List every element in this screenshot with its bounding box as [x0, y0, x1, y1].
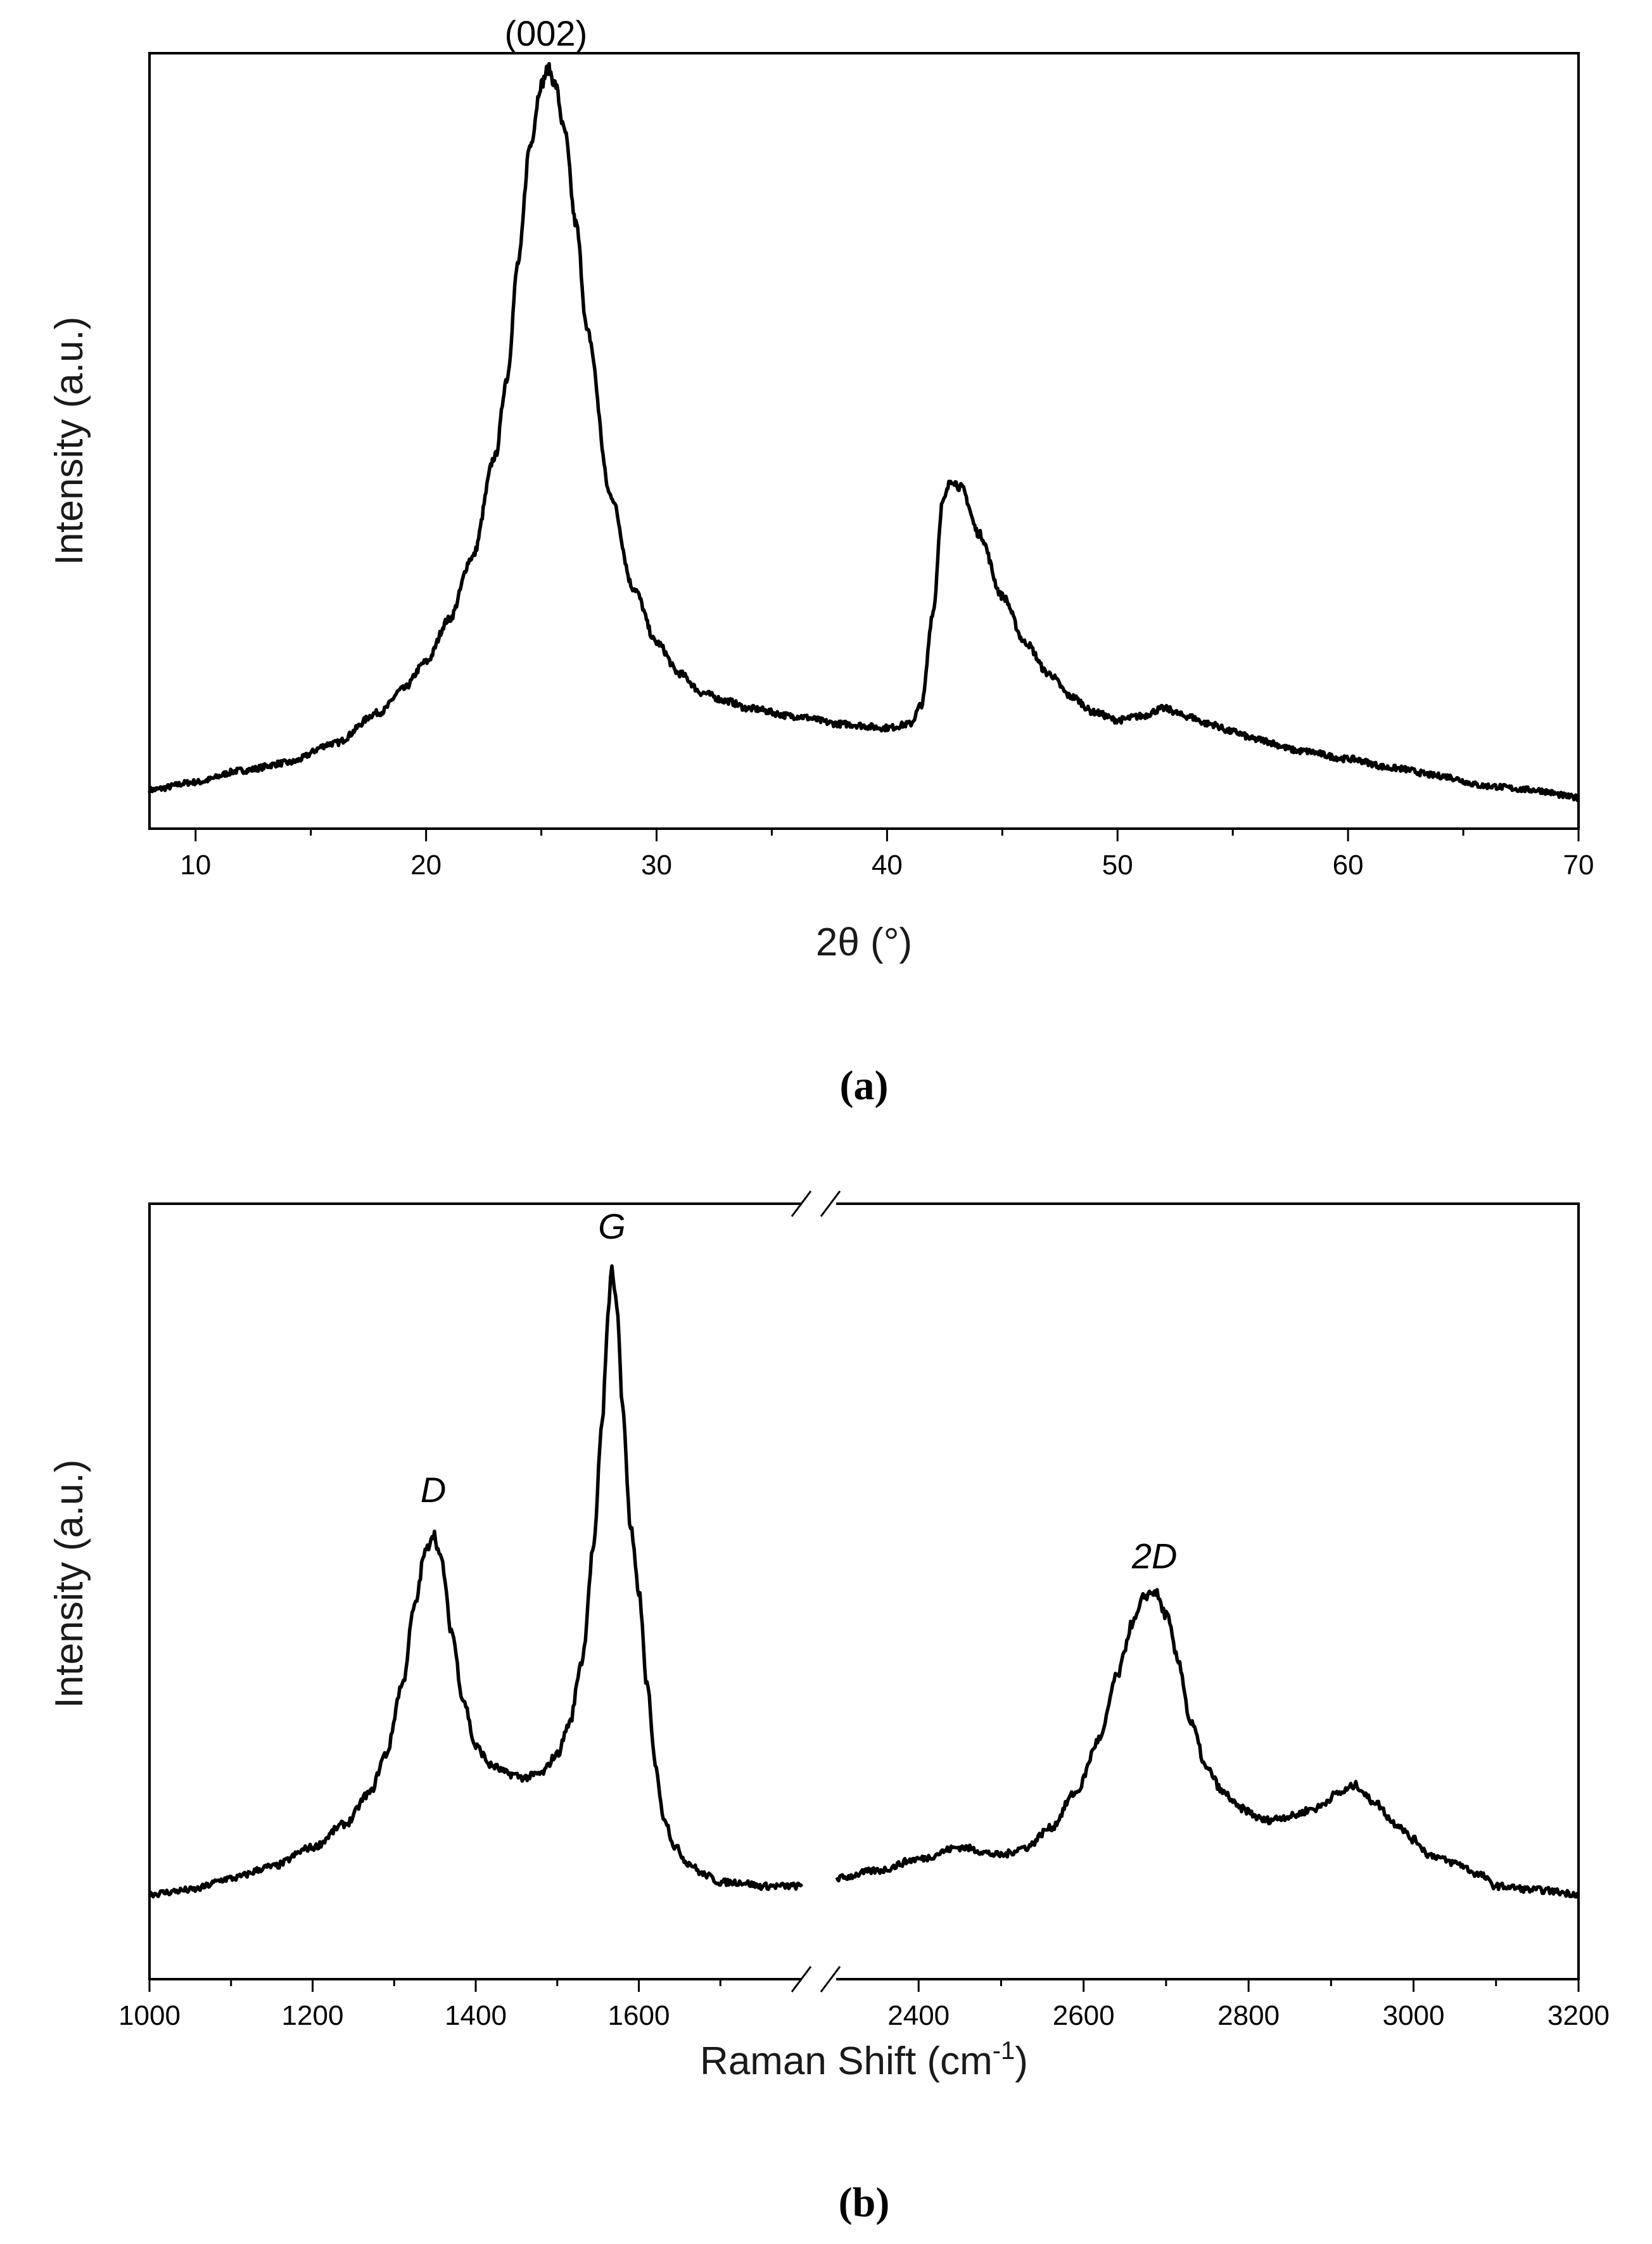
- chart-b-x-axis-label: Raman Shift (cm-1): [700, 2037, 1028, 2083]
- chart-b-axis-break-mark: [791, 1190, 812, 1217]
- chart-b-x-tick-label: 2800: [1217, 2000, 1280, 2031]
- chart-b-plot-frame-line: [148, 1202, 1580, 1980]
- chart-b-x-tick-label: 1400: [445, 2000, 507, 2031]
- chart-b-x-tick-label: 1600: [608, 2000, 670, 2031]
- chart-b-x-tick-label: 1200: [282, 2000, 344, 2031]
- chart-a-plot-frame: [148, 52, 1580, 830]
- chart-b-x-ticks: 1000 1200 1400 1600 2400 2600 2800 3000 3200: [118, 1979, 1610, 2031]
- chart-a-x-tick-label: 10: [180, 850, 211, 881]
- chart-b-annotations: D G 2D: [421, 1206, 1178, 1576]
- chart-a-series-line: [148, 61, 1580, 803]
- chart-b-caption: (b): [839, 2179, 890, 2226]
- chart-a-y-axis-label: Intensity (a.u.): [48, 317, 91, 566]
- chart-b-axis-break-mark: [820, 1190, 841, 1217]
- chart-b-x-tick-label: 2400: [887, 2000, 950, 2031]
- chart-b-series-line-2: [835, 1588, 1580, 1899]
- chart-a-peak-label: (002): [504, 13, 587, 53]
- chart-b-y-axis-label: Intensity (a.u.): [48, 1460, 91, 1709]
- chart-a-x-tick-label: 70: [1563, 850, 1594, 881]
- chart-b-series: [148, 1264, 1580, 1899]
- chart-b-peak-label: 2D: [1131, 1536, 1178, 1576]
- chart-a-x-tick-label: 50: [1102, 850, 1133, 881]
- chart-b-x-tick-label: 3200: [1547, 2000, 1610, 2031]
- chart-b-axis-break-mark: [820, 1966, 841, 1992]
- chart-a-x-axis-label: 2θ (°): [816, 921, 912, 964]
- chart-b-series-line-1: [148, 1264, 804, 1899]
- chart-a-x-ticks: 10 20 30 40 50 60 70: [180, 829, 1594, 881]
- chart-b: 1000 1200 1400 1600 2400 2600 2800 3000 3200 D G 2…: [48, 1190, 1610, 2226]
- chart-a-caption: (a): [840, 1062, 889, 1109]
- chart-a-x-tick-label: 60: [1333, 850, 1364, 881]
- chart-a-x-tick-label: 40: [872, 850, 903, 881]
- chart-b-axis-break-mark: [791, 1966, 812, 1992]
- chart-b-x-tick-label: 1000: [118, 2000, 181, 2031]
- chart-b-peak-label: D: [421, 1470, 446, 1510]
- chart-b-peak-label: G: [598, 1206, 626, 1246]
- chart-a-x-tick-label: 30: [641, 850, 672, 881]
- chart-b-x-tick-label: 2600: [1053, 2000, 1115, 2031]
- chart-a-x-tick-label: 20: [410, 850, 442, 881]
- chart-a-annotations: (002): [504, 13, 587, 53]
- chart-a: 10 20 30 40 50 60 70 (002) 2θ (°) Intensity (a…: [48, 13, 1594, 1109]
- chart-a-series: [148, 61, 1580, 803]
- chart-b-x-tick-label: 3000: [1383, 2000, 1445, 2031]
